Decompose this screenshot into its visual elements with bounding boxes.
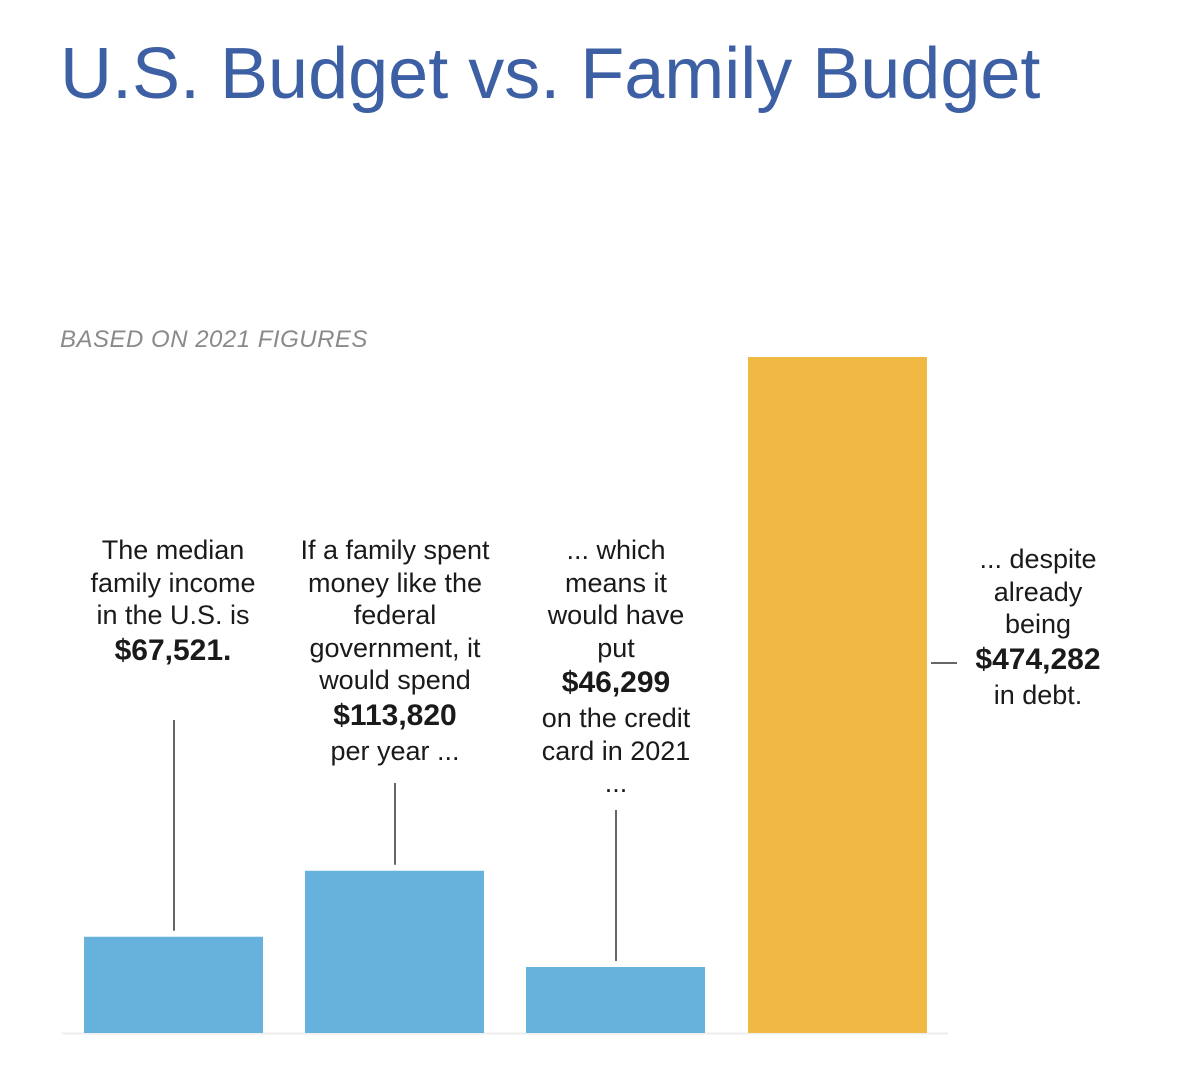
- annotation-text: per year ...: [330, 735, 460, 766]
- annotation-text: If a family spent money like the federal…: [300, 535, 490, 695]
- annotation-text: on the credit card in 2021 ...: [541, 703, 691, 798]
- annotation-text: in debt.: [993, 679, 1083, 710]
- annotation-credit-card: ... which means it would have put $46,29…: [528, 534, 704, 800]
- annotation-text: The median family income in the U.S. is: [90, 535, 256, 630]
- bar-4: [748, 357, 927, 1033]
- annotation-debt: ... despite already being $474,282 in de…: [958, 543, 1118, 711]
- bar-3: [526, 967, 705, 1033]
- bar-1: [84, 936, 263, 1033]
- annotation-median-income: The median family income in the U.S. is …: [78, 534, 268, 670]
- bar-2: [305, 870, 484, 1033]
- annotation-text: ... which means it would have put: [547, 535, 685, 663]
- annotation-federal-spending: If a family spent money like the federal…: [280, 534, 510, 767]
- chart-subtitle: BASED ON 2021 FIGURES: [60, 326, 368, 353]
- annotation-value: $46,299: [561, 666, 671, 699]
- annotation-text: ... despite already being: [979, 544, 1097, 639]
- annotation-value: $67,521.: [114, 633, 232, 667]
- annotation-value: $474,282: [975, 642, 1101, 676]
- annotation-value: $113,820: [333, 698, 457, 732]
- chart-title: U.S. Budget vs. Family Budget: [60, 34, 1041, 114]
